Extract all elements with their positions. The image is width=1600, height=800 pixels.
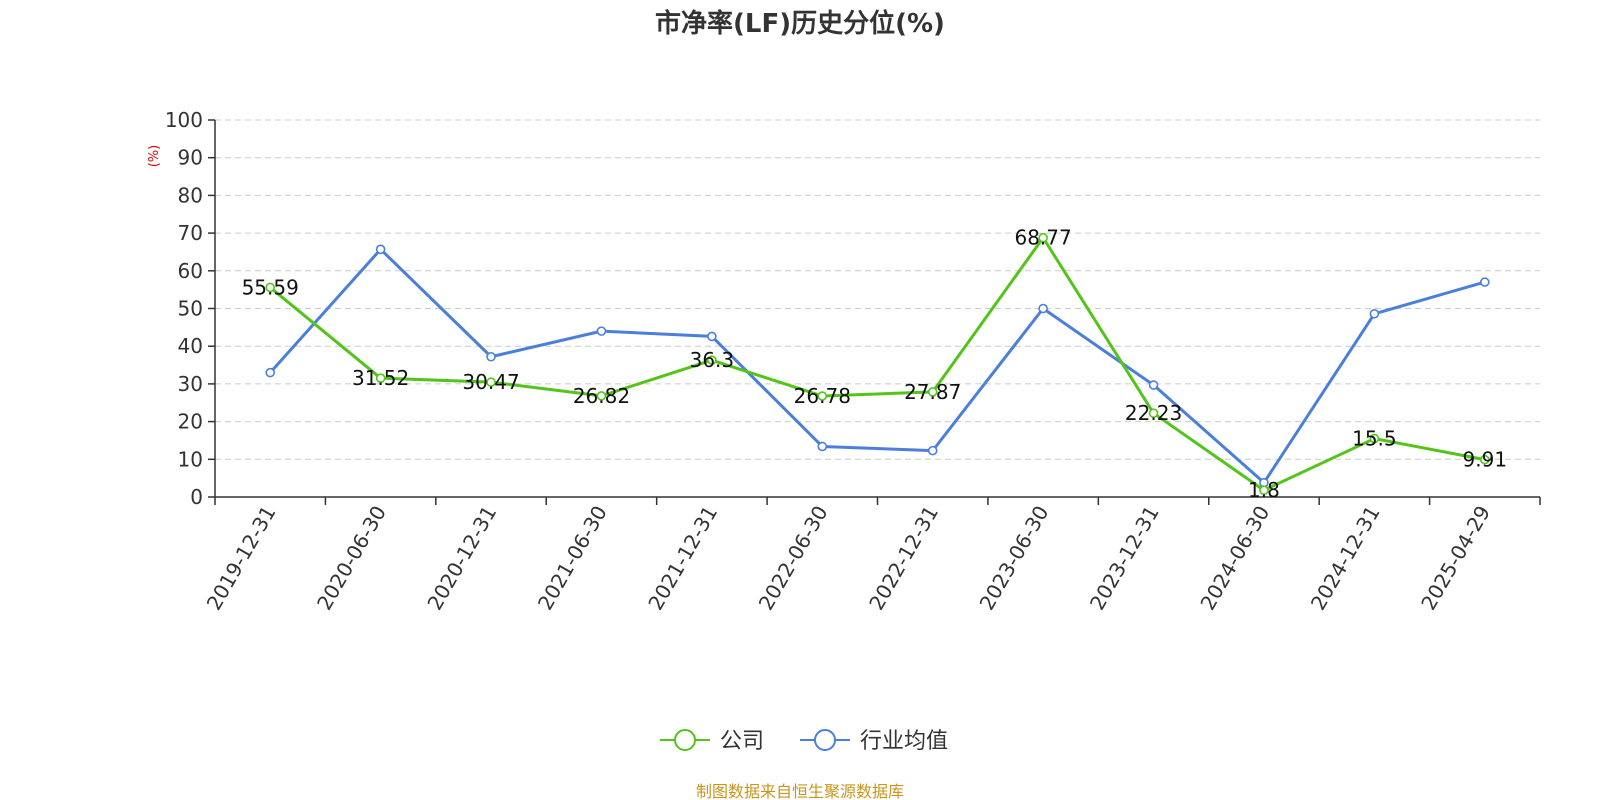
data-label: 15.5 bbox=[1352, 427, 1397, 451]
x-tick-label: 2019-12-31 bbox=[202, 502, 281, 615]
series-line-industry-average bbox=[269, 247, 1486, 485]
data-label: 36.3 bbox=[690, 348, 735, 372]
data-point bbox=[817, 441, 828, 452]
x-tick-label: 2023-12-31 bbox=[1085, 502, 1164, 615]
data-label: 68.77 bbox=[1014, 226, 1071, 250]
data-point bbox=[1479, 277, 1490, 287]
legend-item-industry-average[interactable]: 行业均值 bbox=[800, 729, 948, 754]
legend-label: 行业均值 bbox=[860, 729, 948, 754]
x-tick-label: 2021-06-30 bbox=[533, 502, 612, 615]
legend-label: 公司 bbox=[720, 729, 764, 754]
data-labels: 55.59 31.52 30.47 26.82 36.3 26.78 27.87 68.77 2… bbox=[242, 226, 1507, 502]
data-point bbox=[927, 387, 938, 397]
data-point bbox=[1148, 408, 1159, 418]
data-point bbox=[707, 355, 717, 365]
data-point bbox=[1038, 303, 1048, 314]
x-tick-label: 2024-12-31 bbox=[1306, 502, 1385, 615]
data-label: 22.23 bbox=[1125, 401, 1182, 425]
data-point bbox=[1038, 232, 1048, 243]
y-axis-label: (%) bbox=[147, 145, 162, 168]
y-tick-label: 20 bbox=[178, 410, 203, 434]
x-tick-label: 2021-12-31 bbox=[643, 502, 722, 615]
y-tick-label: 0 bbox=[190, 485, 203, 509]
data-point bbox=[265, 282, 276, 293]
legend-marker-icon bbox=[814, 729, 836, 751]
data-point bbox=[596, 391, 607, 401]
y-tick-label: 40 bbox=[178, 334, 203, 358]
x-tick-label: 2020-12-31 bbox=[422, 501, 501, 614]
legend[interactable]: 公司 行业均值 bbox=[660, 729, 948, 754]
y-tick-label: 80 bbox=[178, 183, 203, 207]
data-point bbox=[1479, 454, 1490, 465]
y-tick-label: 50 bbox=[178, 297, 203, 321]
data-point bbox=[1148, 380, 1159, 390]
y-tick-label: 100 bbox=[165, 108, 203, 132]
data-label: 30.47 bbox=[462, 370, 519, 394]
data-label: 26.78 bbox=[794, 384, 851, 408]
series-line-company bbox=[269, 236, 1486, 492]
axes: 0 10 20 30 40 50 60 70 80 90 100 2019-12-31 2020-06-… bbox=[165, 108, 1541, 615]
data-point bbox=[596, 326, 607, 336]
data-point bbox=[375, 373, 386, 383]
y-tick-label: 70 bbox=[178, 221, 203, 245]
data-point bbox=[1369, 433, 1380, 444]
data-label: 9.91 bbox=[1463, 448, 1508, 472]
grid-lines bbox=[215, 119, 1540, 460]
data-point bbox=[1259, 485, 1269, 496]
x-tick-label: 2025-04-29 bbox=[1416, 502, 1495, 615]
x-tick-label: 2022-12-31 bbox=[864, 501, 943, 614]
data-label: 27.87 bbox=[904, 380, 961, 404]
x-tick-label: 2024-06-30 bbox=[1195, 502, 1274, 615]
legend-marker-icon bbox=[674, 729, 696, 751]
data-point bbox=[375, 244, 386, 255]
data-label: 31.52 bbox=[352, 366, 409, 390]
data-point bbox=[817, 391, 828, 401]
data-point bbox=[486, 351, 496, 362]
data-point bbox=[1369, 308, 1380, 319]
legend-item-company[interactable]: 公司 bbox=[660, 729, 764, 754]
x-tick-label: 2020-06-30 bbox=[312, 502, 391, 615]
x-tick-label: 2023-06-30 bbox=[975, 502, 1054, 615]
series-lines bbox=[265, 232, 1490, 496]
y-tick-label: 90 bbox=[178, 146, 203, 170]
data-label: 1.8 bbox=[1248, 478, 1280, 502]
y-tick-label: 60 bbox=[178, 259, 203, 283]
y-tick-label: 10 bbox=[178, 447, 203, 471]
chart-title: 市净率(LF)历史分位(%) bbox=[655, 8, 945, 39]
data-point bbox=[927, 445, 938, 456]
data-point bbox=[486, 377, 496, 387]
x-tick-label: 2022-06-30 bbox=[754, 502, 833, 615]
data-point bbox=[265, 367, 276, 378]
data-label: 55.59 bbox=[242, 275, 299, 299]
source-note: 制图数据来自恒生聚源数据库 bbox=[696, 782, 904, 800]
data-label: 26.82 bbox=[573, 384, 630, 408]
y-tick-label: 30 bbox=[178, 372, 203, 396]
data-point bbox=[707, 331, 717, 342]
